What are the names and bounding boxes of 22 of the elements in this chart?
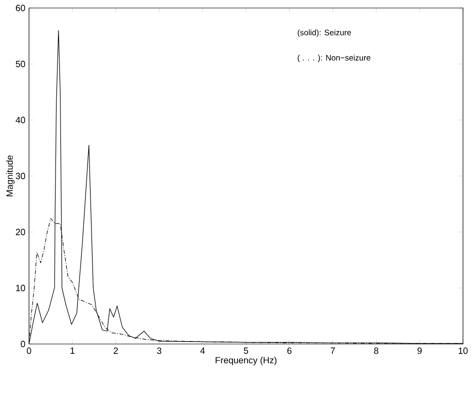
- x-tick-label: 6: [287, 348, 292, 354]
- x-tick-label: 3: [157, 348, 162, 354]
- annotation: (solid): Seizure: [298, 29, 351, 37]
- annotation: ( . . . ): Non−seizure: [298, 54, 370, 62]
- x-tick-label: 8: [374, 348, 378, 354]
- y-tick-label: 60: [16, 4, 26, 12]
- x-tick-label: 10: [458, 348, 468, 354]
- x-tick-label: 1: [70, 348, 74, 354]
- x-tick-label: 9: [418, 348, 422, 354]
- x-tick-label: 7: [330, 348, 335, 354]
- y-tick-label: 30: [16, 172, 26, 180]
- x-tick-label: 0: [26, 348, 32, 354]
- x-tick-label: 4: [200, 348, 205, 354]
- y-tick-label: 0: [20, 340, 26, 348]
- x-tick-label: 5: [244, 348, 248, 354]
- x-axis-title: Frequency (Hz): [216, 356, 276, 366]
- x-tick-label: 2: [114, 348, 118, 354]
- y-axis-title: Magnitude: [6, 155, 15, 196]
- y-tick-label: 20: [16, 228, 26, 236]
- y-tick-label: 40: [16, 116, 26, 124]
- y-tick-label: 50: [16, 60, 26, 68]
- y-tick-label: 10: [16, 284, 26, 292]
